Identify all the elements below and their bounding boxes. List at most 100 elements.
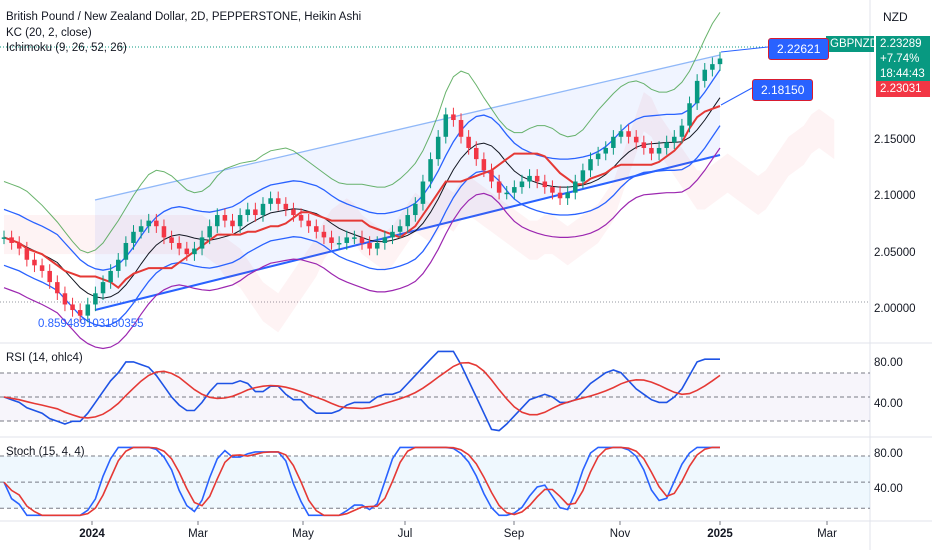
rsi-pane-label[interactable]: RSI (14, ohlc4) [6,352,83,364]
candle-body [268,198,273,204]
candle-body [458,120,464,137]
candle-body [291,209,296,216]
candle-body [717,58,723,65]
candle-body [710,64,715,70]
candle-body [618,131,624,137]
time-label: Jul [397,528,413,540]
candle-body [390,231,395,238]
candle-body [397,226,403,232]
time-label: Nov [609,528,631,540]
time-label: 2024 [79,528,105,540]
candle-body [352,237,357,239]
last-price-tag: 2.23289 [876,36,930,52]
stoch-d-line [3,446,720,517]
ichimoku-span [3,147,721,350]
candle-body [215,215,220,227]
candle-body [557,192,563,199]
candle-body [230,220,235,227]
candle-body [542,181,548,188]
candle-body [47,270,52,283]
candle-body [580,170,586,182]
time-label: Mar [188,528,208,540]
chart-title: British Pound / New Zealand Dollar, 2D, … [6,11,362,23]
candle-body [672,136,677,143]
candle-body [329,237,334,243]
countdown-tag: 18:44:43 [876,66,930,82]
candle-body [275,198,281,204]
candle-body [420,181,426,204]
candle-body [496,181,502,193]
kc-indicator-label[interactable]: KC (20, 2, close) [6,27,92,39]
candle-body [504,192,509,195]
candle-body [321,231,327,238]
fib-level-label: 0.859489103150355 [38,318,144,330]
candle-body [344,237,350,243]
time-label: Mar [817,528,837,540]
candle-body [534,175,540,182]
candle-body [611,136,616,148]
candle-body [550,187,555,193]
callout-connector [720,46,769,53]
candle-body [702,69,708,81]
candle-body [573,181,578,193]
price-tick: 2.05000 [874,247,916,259]
candle-body [595,153,601,160]
time-label: Sep [503,528,525,540]
price-tick: 2.00000 [874,303,916,315]
ichimoku-indicator-label[interactable]: Ichimoku (9, 26, 52, 26) [6,42,127,54]
symbol-tag: GBPNZD [826,36,878,52]
candle-body [306,220,311,227]
ichimoku-lagging [3,12,721,254]
candle-body [62,293,68,305]
time-label: May [292,528,314,540]
candle-body [633,136,639,143]
candle-body [428,159,433,182]
candle-body [694,80,700,104]
candle-body [115,259,121,271]
candle-body [32,259,37,266]
candle-body [85,304,91,316]
candle-body [405,215,410,227]
candle-body [687,103,692,126]
candle-body [641,142,647,148]
candle-body [70,304,75,311]
candle-body [260,203,266,216]
candle-body [588,159,593,171]
candle-body [176,242,182,249]
candle-body [169,237,174,243]
price-callout-lower[interactable]: 2.18150 [752,79,814,101]
candle-body [489,170,494,182]
candle-body [451,114,456,121]
candle-body [473,147,479,160]
candle-body [100,282,106,294]
time-label: 2025 [707,528,733,540]
candle-body [283,203,289,210]
candle-body [184,248,190,255]
candle-body [519,181,525,188]
rsi-tick: 80.00 [874,357,903,369]
stoch-tick: 40.00 [874,483,903,495]
candle-body [649,147,654,154]
candle-body [131,231,136,243]
candle-body [626,131,631,137]
price-tick: 2.10000 [874,190,916,202]
candle-body [466,136,471,148]
rsi-line [3,350,720,432]
candle-body [108,270,113,283]
candle-body [367,242,372,249]
ichimoku-kijun [3,105,721,290]
candle-body [55,282,60,294]
candle-body [413,203,418,216]
price-callout-upper[interactable]: 2.22621 [768,38,830,60]
candle-body [199,237,205,249]
kc-lower [3,125,721,327]
candle-body [298,215,304,221]
channel-upper [94,54,721,201]
candle-body [679,125,685,137]
currency-label[interactable]: NZD [883,10,908,24]
candle-body [154,220,159,227]
candle-body [222,215,228,221]
stoch-pane-label[interactable]: Stoch (15, 4, 4) [6,446,85,458]
stoch-tick: 80.00 [874,448,903,460]
